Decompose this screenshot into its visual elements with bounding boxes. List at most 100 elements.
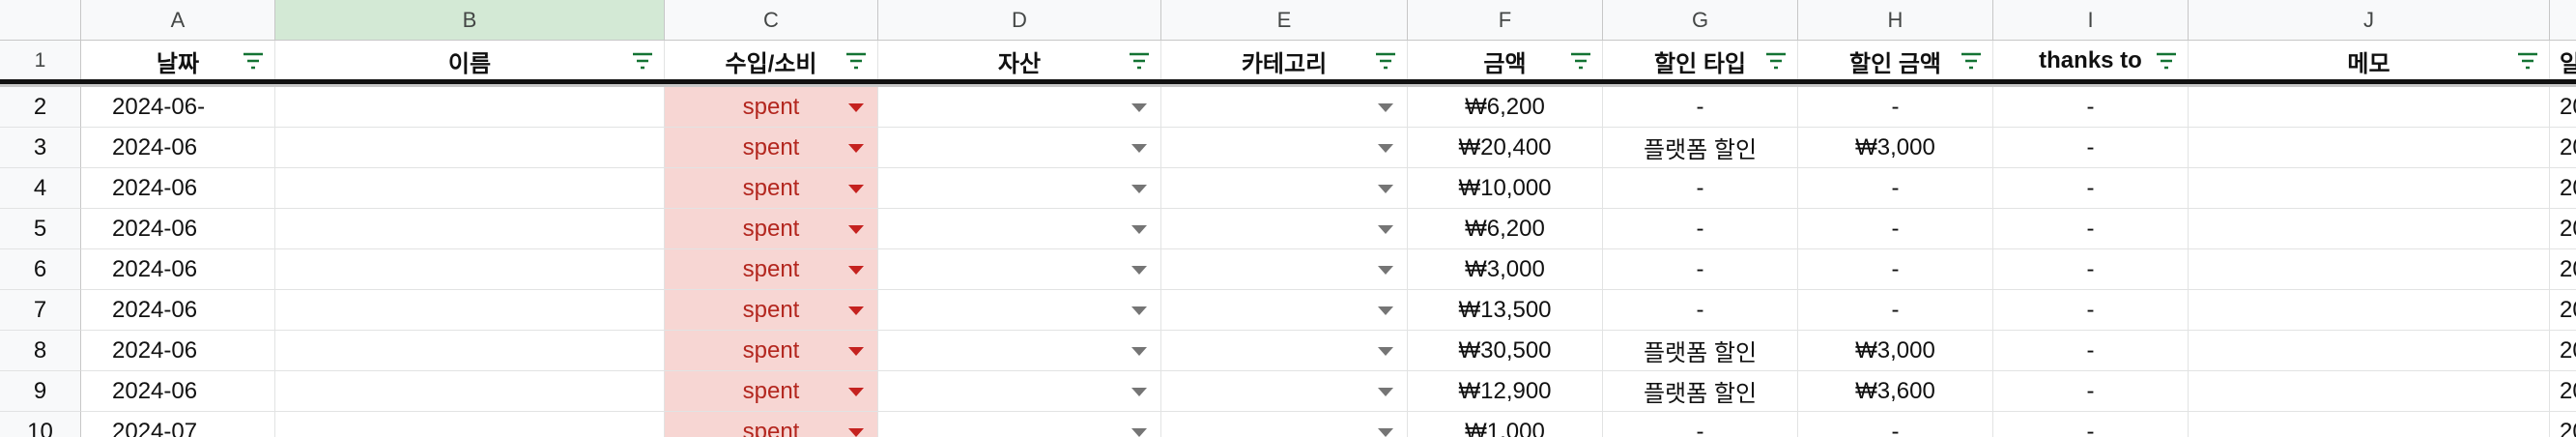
header-cell-discount-type[interactable]: 할인 타입: [1603, 41, 1798, 82]
row-number[interactable]: 5: [0, 209, 81, 249]
dropdown-arrow-icon[interactable]: [848, 224, 864, 234]
cell-memo[interactable]: [2189, 290, 2550, 331]
cell-discount-amount[interactable]: ₩3,000: [1798, 128, 1993, 168]
filter-icon[interactable]: [1374, 51, 1397, 71]
cell-thanks-to[interactable]: -: [1993, 371, 2189, 412]
filter-icon[interactable]: [631, 51, 654, 71]
row-number[interactable]: 8: [0, 331, 81, 371]
cell-income-spend[interactable]: spent: [665, 331, 878, 371]
cell-income-spend[interactable]: spent: [665, 371, 878, 412]
cell-category[interactable]: [1161, 290, 1408, 331]
filter-icon[interactable]: [1764, 51, 1788, 71]
row-number[interactable]: 3: [0, 128, 81, 168]
filter-icon[interactable]: [2155, 51, 2178, 71]
dropdown-arrow-icon[interactable]: [1378, 387, 1393, 396]
dropdown-arrow-icon[interactable]: [848, 427, 864, 437]
cell-next[interactable]: 20: [2550, 168, 2576, 209]
column-header-G[interactable]: G: [1603, 0, 1798, 41]
dropdown-arrow-icon[interactable]: [848, 265, 864, 275]
cell-income-spend[interactable]: spent: [665, 87, 878, 128]
cell-discount-type[interactable]: 플랫폼 할인: [1603, 128, 1798, 168]
cell-asset[interactable]: [878, 331, 1161, 371]
cell-income-spend[interactable]: spent: [665, 290, 878, 331]
cell-amount[interactable]: ₩3,000: [1408, 249, 1603, 290]
cell-discount-amount[interactable]: -: [1798, 168, 1993, 209]
dropdown-arrow-icon[interactable]: [1131, 427, 1147, 437]
row-number[interactable]: 9: [0, 371, 81, 412]
cell-memo[interactable]: [2189, 249, 2550, 290]
dropdown-arrow-icon[interactable]: [1131, 143, 1147, 153]
dropdown-arrow-icon[interactable]: [1131, 224, 1147, 234]
dropdown-arrow-icon[interactable]: [848, 387, 864, 396]
column-header-K[interactable]: [2550, 0, 2576, 41]
cell-date[interactable]: 2024-06: [81, 168, 275, 209]
column-header-A[interactable]: A: [81, 0, 275, 41]
header-cell-thanks-to[interactable]: thanks to: [1993, 41, 2189, 82]
dropdown-arrow-icon[interactable]: [1131, 102, 1147, 112]
cell-category[interactable]: [1161, 371, 1408, 412]
dropdown-arrow-icon[interactable]: [1378, 306, 1393, 315]
cell-income-spend[interactable]: spent: [665, 412, 878, 437]
cell-discount-type[interactable]: -: [1603, 412, 1798, 437]
cell-category[interactable]: [1161, 87, 1408, 128]
cell-name[interactable]: [275, 128, 665, 168]
filter-icon[interactable]: [844, 51, 868, 71]
cell-name[interactable]: [275, 371, 665, 412]
cell-memo[interactable]: [2189, 412, 2550, 437]
cell-asset[interactable]: [878, 290, 1161, 331]
cell-category[interactable]: [1161, 209, 1408, 249]
cell-discount-type[interactable]: -: [1603, 168, 1798, 209]
dropdown-arrow-icon[interactable]: [848, 346, 864, 356]
cell-category[interactable]: [1161, 249, 1408, 290]
cell-amount[interactable]: ₩20,400: [1408, 128, 1603, 168]
cell-name[interactable]: [275, 412, 665, 437]
cell-memo[interactable]: [2189, 87, 2550, 128]
cell-category[interactable]: [1161, 331, 1408, 371]
cell-amount[interactable]: ₩30,500: [1408, 331, 1603, 371]
cell-asset[interactable]: [878, 168, 1161, 209]
cell-amount[interactable]: ₩6,200: [1408, 87, 1603, 128]
cell-thanks-to[interactable]: -: [1993, 128, 2189, 168]
dropdown-arrow-icon[interactable]: [1378, 427, 1393, 437]
cell-asset[interactable]: [878, 128, 1161, 168]
cell-discount-amount[interactable]: -: [1798, 249, 1993, 290]
cell-discount-type[interactable]: 플랫폼 할인: [1603, 331, 1798, 371]
column-header-F[interactable]: F: [1408, 0, 1603, 41]
dropdown-arrow-icon[interactable]: [1378, 224, 1393, 234]
cell-next[interactable]: 20: [2550, 249, 2576, 290]
filter-icon[interactable]: [2516, 51, 2539, 71]
cell-date[interactable]: 2024-06: [81, 128, 275, 168]
dropdown-arrow-icon[interactable]: [1378, 346, 1393, 356]
column-header-C[interactable]: C: [665, 0, 878, 41]
cell-amount[interactable]: ₩13,500: [1408, 290, 1603, 331]
cell-name[interactable]: [275, 87, 665, 128]
cell-thanks-to[interactable]: -: [1993, 331, 2189, 371]
cell-amount[interactable]: ₩6,200: [1408, 209, 1603, 249]
cell-next[interactable]: 20: [2550, 290, 2576, 331]
cell-asset[interactable]: [878, 412, 1161, 437]
dropdown-arrow-icon[interactable]: [1131, 184, 1147, 193]
row-number[interactable]: 2: [0, 87, 81, 128]
cell-income-spend[interactable]: spent: [665, 168, 878, 209]
row-number[interactable]: 10: [0, 412, 81, 437]
column-header-E[interactable]: E: [1161, 0, 1408, 41]
header-cell-asset[interactable]: 자산: [878, 41, 1161, 82]
cell-discount-amount[interactable]: -: [1798, 209, 1993, 249]
cell-discount-type[interactable]: -: [1603, 87, 1798, 128]
cell-amount[interactable]: ₩12,900: [1408, 371, 1603, 412]
column-header-I[interactable]: I: [1993, 0, 2189, 41]
dropdown-arrow-icon[interactable]: [848, 143, 864, 153]
column-header-D[interactable]: D: [878, 0, 1161, 41]
cell-memo[interactable]: [2189, 128, 2550, 168]
filter-icon[interactable]: [1569, 51, 1592, 71]
dropdown-arrow-icon[interactable]: [848, 184, 864, 193]
cell-category[interactable]: [1161, 412, 1408, 437]
cell-date[interactable]: 2024-06: [81, 209, 275, 249]
row-number[interactable]: 6: [0, 249, 81, 290]
cell-date[interactable]: 2024-06: [81, 290, 275, 331]
cell-date[interactable]: 2024-06-: [81, 87, 275, 128]
cell-asset[interactable]: [878, 249, 1161, 290]
cell-name[interactable]: [275, 209, 665, 249]
cell-date[interactable]: 2024-06: [81, 331, 275, 371]
cell-next[interactable]: 20: [2550, 331, 2576, 371]
